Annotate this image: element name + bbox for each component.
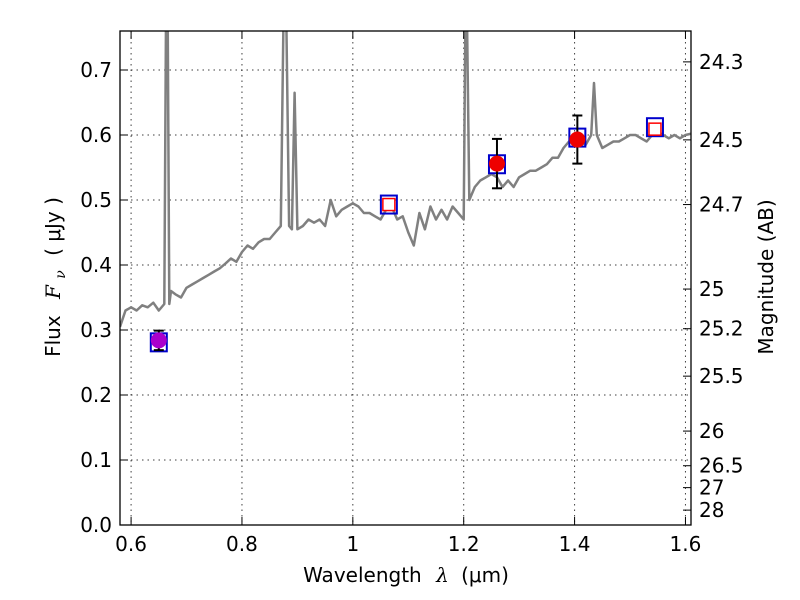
y-axis-unit: ( μJy ) xyxy=(41,197,65,256)
y2-axis-title: Magnitude (AB) xyxy=(754,199,778,354)
y-axis-f: F xyxy=(41,284,65,300)
y2-tick-label: 25 xyxy=(699,277,724,301)
y2-tick-label: 26.5 xyxy=(699,454,744,478)
model-square-marker xyxy=(379,194,398,215)
model-inner-square-marker xyxy=(382,197,396,212)
y-tick-label: 0.4 xyxy=(80,253,112,277)
y-axis-nu: ν xyxy=(53,270,69,279)
y-tick-label: 0.7 xyxy=(80,58,112,82)
y2-tick-label: 28 xyxy=(699,498,724,522)
observed-point xyxy=(150,332,167,349)
y2-tick-label: 25.2 xyxy=(699,317,744,341)
y-tick-label: 0.1 xyxy=(80,448,112,472)
x-tick-label: 1.6 xyxy=(670,532,702,556)
x-axis-lambda: λ xyxy=(435,563,449,587)
y2-tick-label: 24.5 xyxy=(699,128,744,152)
model-square-marker xyxy=(645,117,664,138)
x-axis-title-prefix: Wavelength xyxy=(303,563,422,587)
y2-tick-label: 25.5 xyxy=(699,364,744,388)
plot-area xyxy=(120,31,691,328)
y-tick-label: 0.6 xyxy=(80,123,112,147)
x-axis-unit: (μm) xyxy=(461,563,509,587)
y-tick-label: 0.5 xyxy=(80,188,112,212)
spectrum-line xyxy=(120,31,691,328)
x-axis-title: Wavelength λ (μm) xyxy=(303,563,509,587)
y-tick-label: 0.2 xyxy=(80,383,112,407)
observed-point xyxy=(488,155,505,172)
y-axis-title-prefix: Flux xyxy=(41,315,65,357)
x-tick-label: 1 xyxy=(346,532,359,556)
x-tick-label: 1.2 xyxy=(448,532,480,556)
y-tick-label: 0.0 xyxy=(80,513,112,537)
x-tick-label: 1.4 xyxy=(559,532,591,556)
y2-tick-label: 26 xyxy=(699,419,724,443)
model-inner-square-marker xyxy=(648,122,662,136)
x-tick-label: 0.8 xyxy=(226,532,258,556)
y-tick-label: 0.3 xyxy=(80,318,112,342)
tick-labels: 0.6 0.8 1 1.2 1.4 1.6 0.0 0.1 0.2 0.3 0.4 0.5 0.6 0.7… xyxy=(80,50,743,556)
plot-frame xyxy=(119,30,692,526)
observed-point xyxy=(569,131,586,148)
y2-tick-label: 24.7 xyxy=(699,193,744,217)
y2-tick-label: 24.3 xyxy=(699,50,744,74)
y-axis-title: Flux F ν ( μJy ) xyxy=(41,197,70,357)
y2-tick-label: 27 xyxy=(699,476,724,500)
axes xyxy=(119,30,692,526)
x-tick-label: 0.6 xyxy=(115,532,147,556)
data-markers xyxy=(149,114,664,353)
